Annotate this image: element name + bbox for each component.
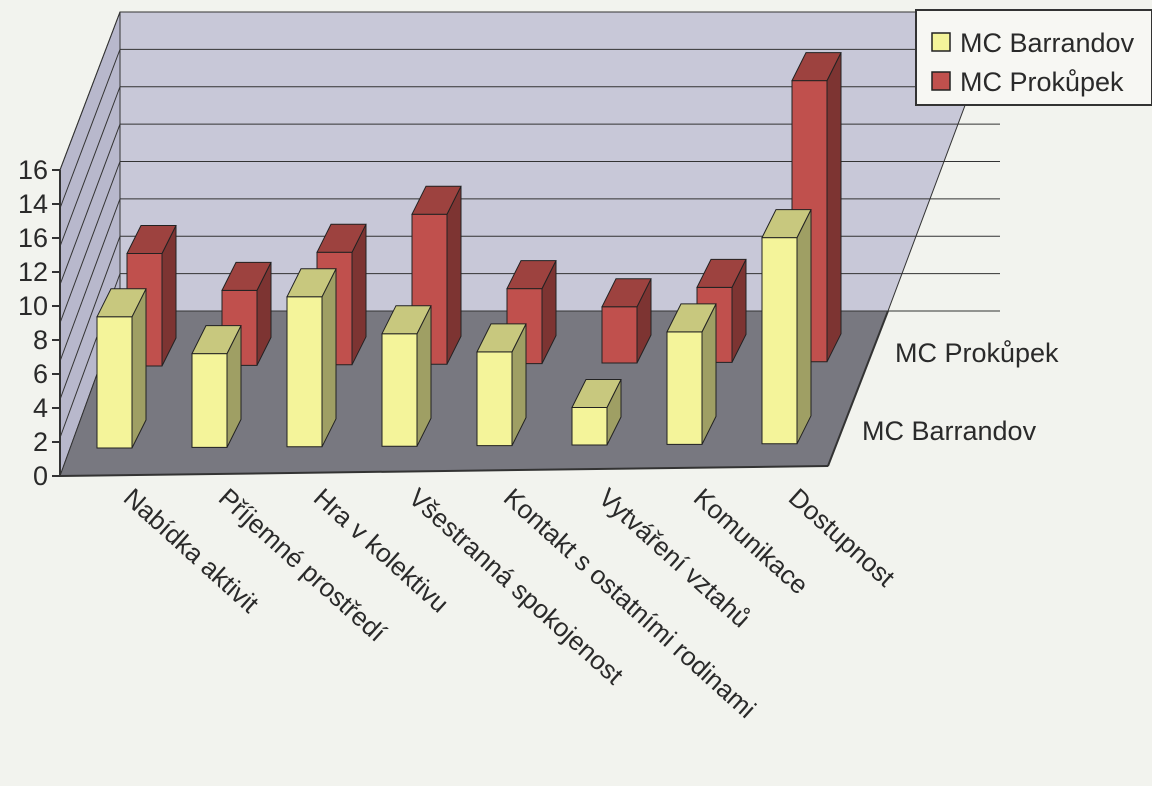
bar-mc-prokupek-7-top [791,52,842,82]
bar-mc-barrandov-0-front [96,316,133,449]
bar-mc-prokupek-2-top [316,223,367,253]
y-tick-label: 4 [33,393,48,423]
gridline-side [59,236,121,400]
y-tick-label: 2 [33,427,48,457]
bar-mc-prokupek-5-top [601,278,652,308]
bar-mc-barrandov-2-side [321,268,337,448]
bar-mc-barrandov-7-side [796,209,812,445]
bar-mc-prokupek-5 [601,278,652,364]
bar-mc-barrandov-5-front [571,407,608,446]
bar-mc-barrandov-1-top [191,325,242,355]
bar-mc-barrandov-3-front [381,333,418,447]
bar-mc-barrandov-1 [191,325,242,448]
bar-mc-prokupek-0-top [126,225,177,254]
y-tick-label: 6 [33,359,48,389]
gridline-side [59,198,121,362]
bar-mc-prokupek-5-front [601,306,638,364]
y-tick-label: 8 [33,325,48,355]
depth-axis: MC Prokůpek MC Barrandov [827,310,1059,467]
bar-mc-prokupek-4-top [506,260,557,290]
bar-mc-barrandov-7-top [761,209,812,239]
bar-mc-prokupek-3-top [411,185,462,215]
y-tick-label: 0 [33,461,48,491]
bar-mc-barrandov-6-top [666,303,717,333]
gridline-side [59,123,121,285]
x-category-label: Příjemné prostředí [213,482,393,648]
gridline-side [59,161,121,324]
gridline-side [59,49,121,209]
bar-mc-barrandov-5 [571,379,622,446]
legend-label-mc-prokupek: MC Prokůpek [960,67,1124,97]
bar-mc-barrandov-4 [476,323,527,447]
y-tick-label: 14 [18,189,48,219]
gridline-side [59,86,121,247]
bar-mc-barrandov-6 [666,303,717,445]
depth-axis-line [827,310,889,467]
bar-mc-barrandov-4-top [476,323,527,353]
bar-mc-barrandov-4-front [476,351,513,447]
bars-group [96,52,842,449]
bar-mc-barrandov-3 [381,305,432,447]
y-tick-label: 16 [18,223,48,253]
x-axis-line [59,465,829,477]
bar-mc-barrandov-2 [286,268,337,448]
depth-label-mc-prokupek: MC Prokůpek [895,338,1059,368]
depth-label-mc-barrandov: MC Barrandov [862,416,1037,446]
bar-mc-prokupek-3 [411,185,462,365]
bar-mc-prokupek-1-top [221,261,272,291]
bar-mc-barrandov-6-front [666,331,703,445]
bar-mc-barrandov-2-front [286,296,323,448]
legend-box [915,9,1152,106]
bar-mc-barrandov-0-top [96,288,147,318]
y-axis: 0 2 4 6 8 10 12 16 14 16 [18,155,61,491]
bar-mc-barrandov-2-top [286,268,337,298]
bar-mc-prokupek-6-top [696,258,747,288]
bar-mc-prokupek-7-side [826,52,842,363]
legend: MC Barrandov MC Prokůpek [915,9,1152,106]
bar-mc-prokupek-3-side [446,185,462,365]
legend-swatch-mc-barrandov [931,32,951,52]
legend-swatch-mc-prokupek [931,71,951,91]
y-tick-label: 12 [18,257,48,287]
bar-mc-barrandov-7 [761,209,812,445]
bar-mc-barrandov-7-front [761,237,798,445]
bar-mc-barrandov-5-top [571,379,622,408]
y-tick-label: 16 [18,155,48,185]
y-tick-label: 10 [18,291,48,321]
bar-mc-barrandov-0 [96,288,147,449]
legend-label-mc-barrandov: MC Barrandov [960,28,1135,58]
gridline-side [59,11,121,171]
bar-mc-barrandov-1-front [191,353,228,448]
bar-mc-barrandov-3-top [381,305,432,335]
